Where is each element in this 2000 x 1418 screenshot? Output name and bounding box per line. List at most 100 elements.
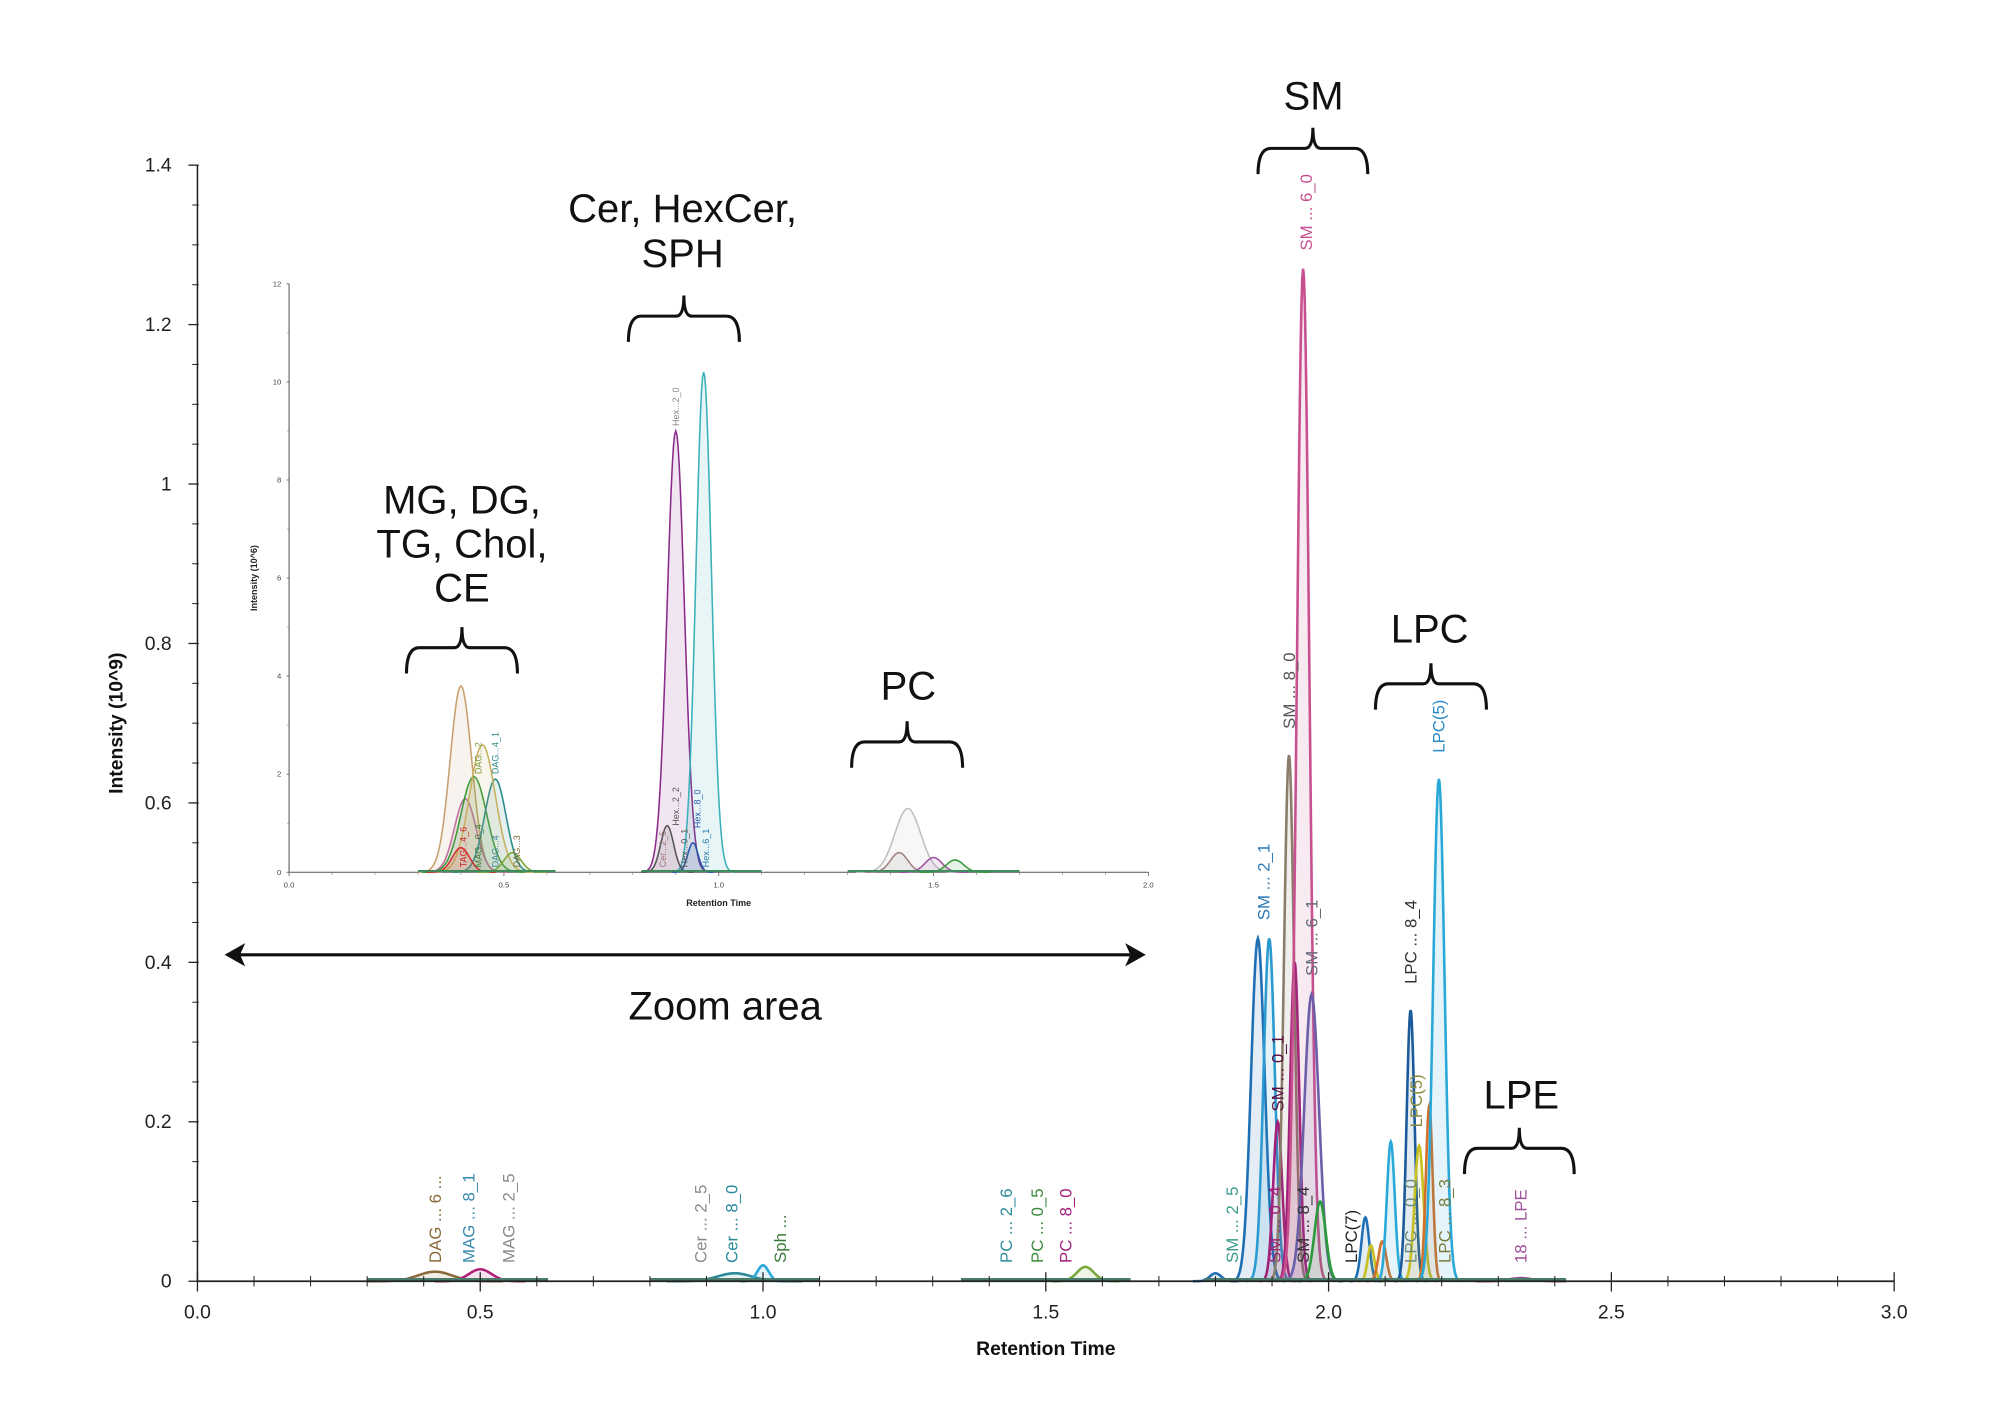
peak-fill xyxy=(1282,994,1342,1282)
annotation-mg-dg-tg-label: TG, Chol, xyxy=(376,522,547,566)
inset-x-tick-label: 2.0 xyxy=(1143,881,1154,890)
peak-fill xyxy=(1276,962,1313,1282)
peak-11 xyxy=(1277,268,1329,1283)
inset-x-tick-label: 1.0 xyxy=(713,881,724,890)
inset-peak-3 xyxy=(452,778,539,873)
main-axes: 0 0.2 0.4 0.6 0.8 1 1.2 1.4 0.0 0.5 1.0 1.5 2.0 2.5 3.… xyxy=(106,155,1908,1360)
peak-label: SM ... 2_1 xyxy=(1254,844,1273,920)
inset-peak-label: Cer...2_5 xyxy=(658,831,668,868)
inset-peak-fill xyxy=(426,847,496,873)
inset-x-axis-title: Retention Time xyxy=(686,898,751,908)
y-tick-label: 0 xyxy=(161,1271,172,1293)
inset-peak-label: DAG...4_1 xyxy=(491,732,501,774)
annotation-lpe-label: LPE xyxy=(1483,1073,1559,1117)
peak-fill xyxy=(1278,268,1329,1281)
annotation-pc-bracket xyxy=(850,721,965,768)
y-tick-label: 0.2 xyxy=(145,1111,172,1133)
peak-label: LPC(7) xyxy=(1342,1210,1361,1263)
peak-fill xyxy=(1400,1145,1438,1282)
peak-label: SM ... 0_4 xyxy=(1266,1187,1285,1263)
peak-label: LPC ... 8_4 xyxy=(1401,900,1420,984)
peak-label: SM ... 2_5 xyxy=(1223,1187,1242,1263)
inset-peak-fill xyxy=(478,852,547,873)
inset-y-tick-label: 0 xyxy=(277,868,281,877)
y-tick-label: 1 xyxy=(161,473,172,495)
arrow-left-icon xyxy=(224,943,246,967)
arrow-right-icon xyxy=(1125,943,1146,967)
inset-peak-label: Hex...2_0 xyxy=(671,387,681,426)
inset-peak-fill xyxy=(920,859,990,873)
y-tick-label: 1.4 xyxy=(145,155,172,177)
peak-label: 18 ... LPE xyxy=(1512,1189,1531,1263)
peak-fill xyxy=(1416,778,1462,1282)
annotation-mg-dg-tg-label: CE xyxy=(434,566,490,610)
inset-y-tick-label: 12 xyxy=(273,279,282,288)
inset-peak-fill xyxy=(672,842,714,873)
inset-peak-fill xyxy=(422,798,509,873)
inset-peak-label: Hex...2_2 xyxy=(671,787,681,826)
inset-peak-fill xyxy=(452,779,539,873)
inset-peak-fill xyxy=(672,372,735,873)
peak-label: LPC ... 8_3 xyxy=(1435,1179,1454,1263)
inset-peak-fill xyxy=(641,430,711,873)
peak-fill xyxy=(1259,1121,1296,1282)
inset-x-tick-label: 0.5 xyxy=(499,881,510,890)
peak-fill xyxy=(367,1271,503,1282)
peak-label: MAG ... 2_5 xyxy=(499,1173,518,1262)
peak-label: DAG ... 6 ... xyxy=(426,1175,445,1263)
inset-peak-fill xyxy=(430,744,534,873)
inset-peak-label: DAG...3 xyxy=(512,835,522,867)
annotation-zoom-area-label: Zoom area xyxy=(629,984,823,1028)
annotation-pc-label: PC xyxy=(881,664,937,708)
inset-peak-label: Hex...6_1 xyxy=(701,829,711,868)
inset-peak-fill xyxy=(641,825,693,873)
peak-20 xyxy=(1415,1101,1443,1283)
inset-y-tick-label: 2 xyxy=(277,770,281,779)
inset-peak-fill xyxy=(856,808,960,873)
inset-peak-4 xyxy=(430,743,534,873)
inset-y-tick-label: 8 xyxy=(277,476,281,485)
peak-label: SM ... 8_4 xyxy=(1294,1187,1313,1263)
main-peaks xyxy=(367,268,1567,1283)
inset-y-tick-label: 4 xyxy=(277,672,282,681)
inset-x-tick-label: 0.0 xyxy=(284,881,295,890)
peak-label: Cer ... 2_5 xyxy=(692,1185,711,1263)
inset-peak-label: DAG...2 xyxy=(473,742,483,774)
peak-label: SM ... 6_1 xyxy=(1302,900,1321,976)
peak-label: LPC(5) xyxy=(1407,1074,1426,1127)
peak-fill xyxy=(1349,1217,1382,1282)
inset-peak-fill xyxy=(899,857,968,873)
peak-fill xyxy=(666,1273,803,1282)
x-tick-label: 1.5 xyxy=(1032,1302,1059,1324)
peak-label: PC ... 2_6 xyxy=(997,1188,1016,1263)
x-tick-label: 2.0 xyxy=(1315,1302,1342,1324)
annotation-mg-dg-tg-bracket xyxy=(404,627,519,674)
annotation-cer-hexcer-sph-bracket xyxy=(626,295,741,342)
x-tick-label: 0.0 xyxy=(184,1302,211,1324)
peak-label: SM ... 6_0 xyxy=(1297,174,1316,250)
inset-peak-fill xyxy=(864,852,934,873)
inset-peak-2 xyxy=(422,775,526,873)
inset-x-tick-label: 1.5 xyxy=(928,881,939,890)
inset-peak-8 xyxy=(672,371,735,873)
y-tick-label: 1.2 xyxy=(145,314,172,336)
peak-21 xyxy=(1416,778,1462,1283)
peak-label: Cer ... 8_0 xyxy=(723,1185,742,1263)
peak-label: SM ... 8_0 xyxy=(1280,652,1299,728)
peak-6 xyxy=(1230,933,1286,1283)
peak-fill xyxy=(1374,1141,1407,1282)
y-tick-label: 0.6 xyxy=(145,792,172,814)
inset-peak-label: MAG...0_4 xyxy=(473,824,483,867)
peak-label: LPC ... 0_0 xyxy=(1401,1179,1420,1263)
peak-fill xyxy=(1268,755,1310,1282)
annotations: SM Cer, HexCer,SPH MG, DG,TG, Chol,CE PC LPC… xyxy=(224,75,1576,1175)
inset-peak-label: DAG...4 xyxy=(491,835,501,867)
x-tick-label: 3.0 xyxy=(1881,1302,1908,1324)
peak-19 xyxy=(1400,1142,1438,1283)
annotation-sm-label: SM xyxy=(1284,75,1344,119)
peak-label: MAG ... 8_1 xyxy=(460,1173,479,1262)
peak-fill xyxy=(1297,1201,1343,1282)
peak-fill xyxy=(1246,938,1292,1282)
peak-fill xyxy=(1394,1010,1427,1282)
